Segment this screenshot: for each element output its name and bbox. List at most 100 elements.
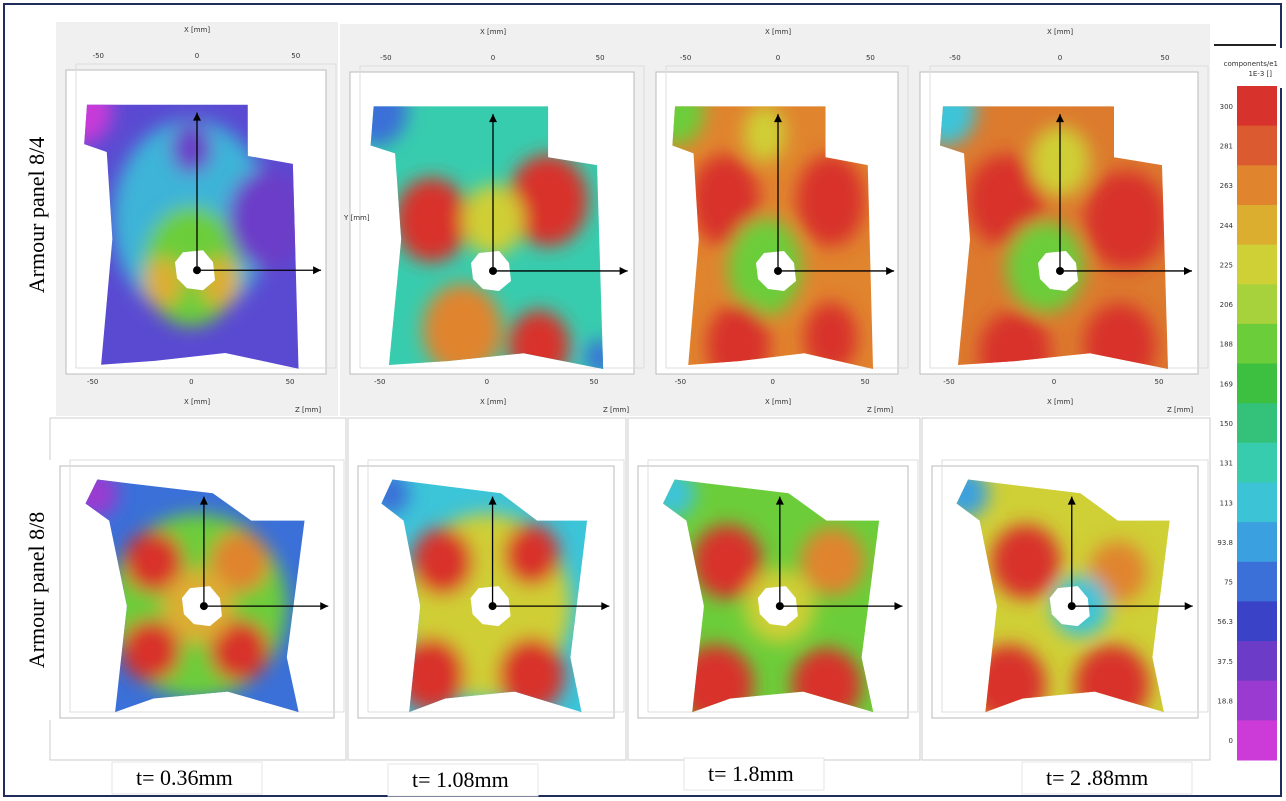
origin xyxy=(775,602,784,611)
axis-label: X [mm] xyxy=(765,28,791,36)
strain-panel: X [mm] X [mm] Z [mm] -50 -50 0 0 50 50 xyxy=(646,24,910,416)
arrow-head xyxy=(774,114,782,123)
contour-blob xyxy=(171,123,212,173)
contour-blob xyxy=(796,154,866,247)
axis-tick: -50 xyxy=(675,378,686,386)
colorbar-label: 169 xyxy=(1220,380,1233,388)
colorbar-label: 56.3 xyxy=(1217,618,1233,626)
axis-tick: 50 xyxy=(1155,378,1164,386)
axis-tick: 50 xyxy=(590,378,599,386)
contour-blob xyxy=(956,479,989,518)
colorbar-cell xyxy=(1237,482,1277,523)
strain-panel: X [mm] X [mm] Z [mm] -50 -50 0 0 50 50 xyxy=(910,24,1210,416)
axis-tick: 50 xyxy=(291,52,300,60)
colorbar-label: 281 xyxy=(1220,142,1233,150)
axis-label: Z [mm] xyxy=(1167,406,1193,414)
colorbar-cell xyxy=(1237,601,1277,642)
origin xyxy=(489,266,497,275)
axis-label: Y [mm] xyxy=(343,214,370,222)
axis-tick: 0 xyxy=(195,52,199,60)
time-label: t= 1.08mm xyxy=(412,767,509,792)
axis-label: X [mm] xyxy=(1047,398,1073,406)
contour-blob xyxy=(672,106,705,146)
origin xyxy=(193,266,201,275)
contour-blob xyxy=(692,524,763,599)
axis-label: X [mm] xyxy=(184,26,210,34)
colorbar-cell xyxy=(1237,641,1277,682)
axis-label: Z [mm] xyxy=(295,406,321,414)
panel-box-depth xyxy=(647,459,919,713)
contour-blob xyxy=(370,106,408,146)
contour-blob xyxy=(85,479,119,518)
contour-blob xyxy=(991,524,1061,599)
axis-tick: -50 xyxy=(943,378,954,386)
colorbar-label: 18.8 xyxy=(1217,698,1233,706)
axis-label: X [mm] xyxy=(480,28,506,36)
arrow-head xyxy=(320,602,329,611)
contour-field xyxy=(370,106,604,369)
axis-tick: -50 xyxy=(87,378,98,386)
panel-box-depth xyxy=(75,63,337,369)
contour-blob xyxy=(124,530,184,593)
contour-blob xyxy=(395,177,469,263)
arrow-head xyxy=(886,266,895,275)
colorbar-cell xyxy=(1237,204,1277,246)
contour-blobs xyxy=(956,479,1150,713)
contour-blob xyxy=(804,302,858,369)
origin xyxy=(774,266,782,275)
axis-label: X [mm] xyxy=(480,398,506,406)
colorbar-label: 131 xyxy=(1220,460,1233,468)
colorbar-label: 150 xyxy=(1220,420,1233,428)
colorbar-cell xyxy=(1237,522,1277,563)
contour-blob xyxy=(1084,170,1168,270)
strain-panel xyxy=(921,417,1211,761)
axis-label: X [mm] xyxy=(765,398,791,406)
time-label: t= 0.36mm xyxy=(136,765,233,790)
contour-blob xyxy=(967,154,1045,247)
arrow-head xyxy=(1184,602,1193,611)
colorbar-cell xyxy=(1237,125,1277,166)
panel-box-depth xyxy=(359,65,645,369)
arrow-head xyxy=(313,266,322,275)
colorbar-label: 188 xyxy=(1220,341,1233,349)
row-label-box xyxy=(18,460,56,720)
contour-blob xyxy=(690,154,760,247)
contour-blobs xyxy=(370,106,604,369)
arrow-head xyxy=(488,496,497,505)
contour-blob xyxy=(209,530,270,593)
strain-panel: X [mm] X [mm] Z [mm] Y [mm] -50 -50 0 0 50 50 xyxy=(340,24,646,416)
arrow-head xyxy=(1067,496,1076,505)
colorbar-header-bg xyxy=(1210,48,1282,88)
origin xyxy=(488,602,497,611)
contour-blob xyxy=(381,479,410,515)
contour-blob xyxy=(743,106,786,162)
axis-tick: 0 xyxy=(770,378,774,386)
origin xyxy=(1067,602,1076,611)
panel-box-depth xyxy=(367,459,625,713)
row-label-box xyxy=(18,85,56,345)
colorbar-cell xyxy=(1237,86,1277,127)
arrow-head xyxy=(619,266,628,275)
axis-tick: 50 xyxy=(596,54,605,62)
axis-label: Z [mm] xyxy=(867,406,893,414)
arrow-head xyxy=(894,602,903,611)
arrow-head xyxy=(489,114,497,123)
axis-tick: 0 xyxy=(189,378,193,386)
panel-box-depth xyxy=(929,65,1209,369)
axis-tick: 0 xyxy=(1052,378,1056,386)
contour-blob xyxy=(800,527,865,596)
axis-tick: -50 xyxy=(93,52,104,60)
colorbar-cell xyxy=(1237,323,1277,365)
colorbar-label: 263 xyxy=(1220,182,1233,190)
contour-blob xyxy=(422,283,503,369)
arrow-head xyxy=(1184,266,1192,275)
time-label-box xyxy=(387,763,539,797)
row-label: Armour panel 8/8 xyxy=(24,512,49,668)
colorbar-label: 300 xyxy=(1220,103,1233,111)
time-label: t= 1.8mm xyxy=(708,761,794,786)
axis-label: X [mm] xyxy=(184,398,210,406)
axis-label: Z [mm] xyxy=(603,406,629,414)
colorbar-cell xyxy=(1237,363,1277,404)
colorbar-cell xyxy=(1237,403,1277,444)
arrow-head xyxy=(193,112,201,121)
